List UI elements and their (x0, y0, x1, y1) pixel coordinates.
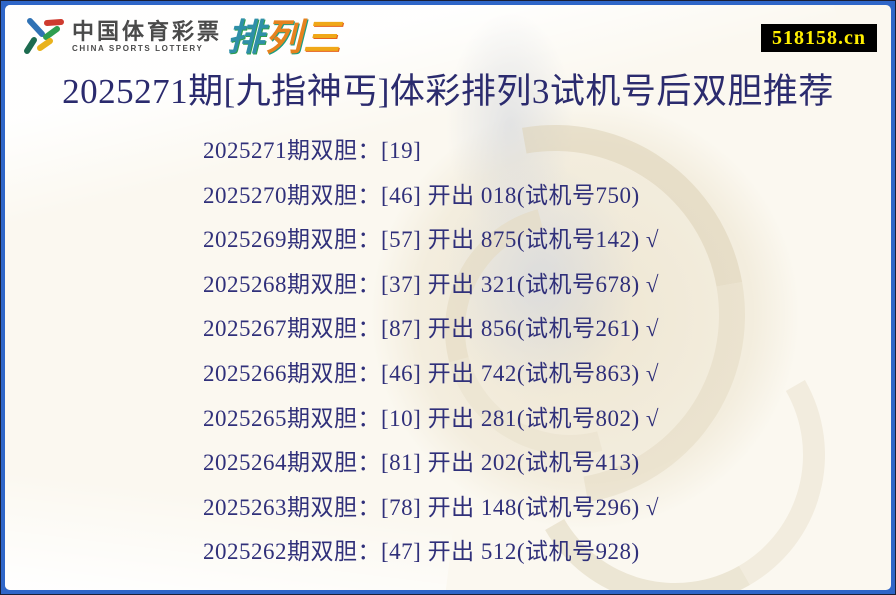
sports-lottery-icon (24, 18, 64, 54)
list-item: 2025263期双胆：[78] 开出 148(试机号296) √ (203, 494, 660, 520)
logo-cn-name: 中国体育彩票 (72, 19, 223, 45)
list-item: 2025262期双胆：[47] 开出 512(试机号928) (203, 539, 640, 565)
logo-wordmark: 中国体育彩票 CHINA SPORTS LOTTERY (72, 19, 223, 54)
list-item: 2025266期双胆：[46] 开出 742(试机号863) √ (203, 360, 660, 386)
list-item: 2025269期双胆：[57] 开出 875(试机号142) √ (203, 227, 660, 253)
list-item: 2025271期双胆：[19] (203, 138, 422, 163)
page-title: 2025271期[九指神丐]体彩排列3试机号后双胆推荐 (62, 72, 834, 111)
site-badge[interactable]: 518158.cn (761, 24, 877, 52)
list-item: 2025265期双胆：[10] 开出 281(试机号802) √ (203, 405, 660, 431)
list-item: 2025268期双胆：[37] 开出 321(试机号678) √ (203, 271, 660, 297)
list-item: 2025264期双胆：[81] 开出 202(试机号413) (203, 450, 640, 476)
list-item: 2025267期双胆：[87] 开出 856(试机号261) √ (203, 316, 660, 342)
product-char-lie: 列 (265, 16, 304, 58)
prediction-list: 2025271期双胆：[19] 2025270期双胆：[46] 开出 018(试机… (203, 129, 659, 575)
product-char-pai: 排 (227, 16, 266, 58)
list-item: 2025270期双胆：[46] 开出 018(试机号750) (203, 182, 640, 208)
logo-product-name: 排 列 三 (227, 19, 341, 56)
china-sports-lottery-logo[interactable]: 中国体育彩票 CHINA SPORTS LOTTERY 排 列 三 (19, 13, 341, 61)
product-char-san: 三 (303, 16, 342, 58)
logo-en-name: CHINA SPORTS LOTTERY (72, 44, 204, 54)
page-content: 中国体育彩票 CHINA SPORTS LOTTERY 排 列 三 518158… (5, 5, 891, 590)
